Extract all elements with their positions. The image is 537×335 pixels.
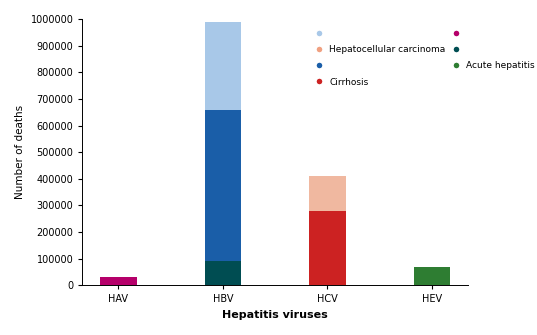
Bar (413, 267, 450, 285)
Y-axis label: Number of deaths: Number of deaths (15, 105, 25, 199)
Bar (100, 277, 136, 285)
Legend: , Hepatocellular carcinoma, , Cirrhosis, , , Acute hepatitis: , Hepatocellular carcinoma, , Cirrhosis,… (310, 29, 535, 86)
X-axis label: Hepatitis viruses: Hepatitis viruses (222, 310, 328, 320)
Bar (205, 22, 241, 110)
Bar (309, 176, 346, 211)
Bar (309, 211, 346, 285)
Bar (205, 110, 241, 261)
Bar (205, 261, 241, 285)
